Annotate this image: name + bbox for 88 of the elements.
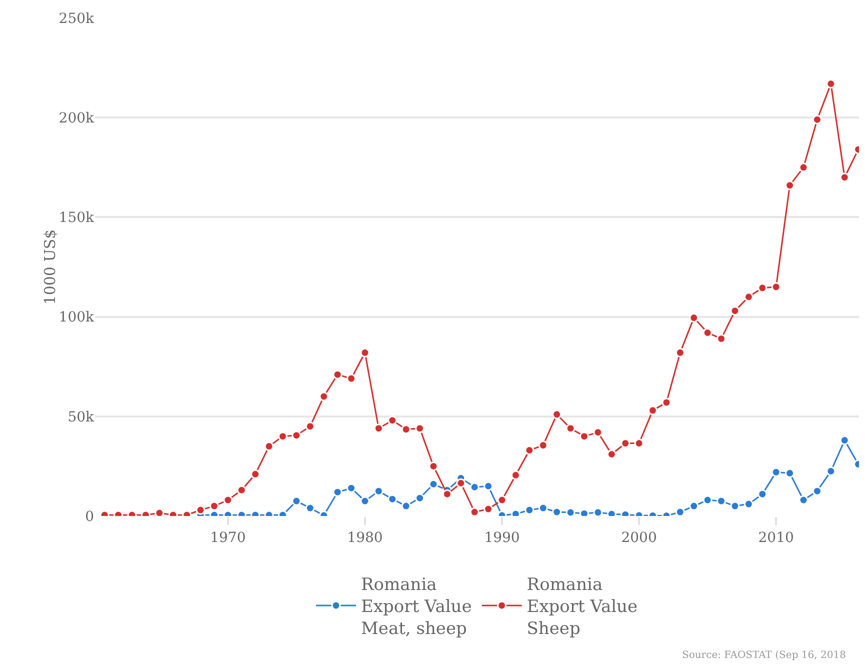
point bbox=[264, 442, 274, 452]
point bbox=[758, 283, 768, 293]
x-tick-label: 2000 bbox=[621, 530, 657, 546]
point bbox=[374, 424, 384, 434]
point bbox=[798, 495, 808, 505]
point bbox=[497, 495, 507, 505]
point bbox=[154, 508, 164, 516]
point bbox=[236, 485, 246, 495]
point bbox=[360, 348, 370, 358]
point bbox=[196, 505, 206, 515]
point bbox=[702, 495, 712, 505]
legend-label: Romania Export Value Sheep bbox=[526, 574, 638, 640]
point bbox=[538, 503, 548, 513]
point bbox=[758, 489, 768, 499]
point bbox=[374, 486, 384, 496]
point bbox=[675, 507, 685, 516]
point bbox=[812, 114, 822, 124]
y-axis-title: 1000 US$ bbox=[41, 229, 59, 305]
x-tick-label: 2010 bbox=[758, 530, 794, 546]
point bbox=[524, 505, 534, 515]
y-tick-label: 200k bbox=[58, 110, 95, 126]
point bbox=[840, 172, 850, 182]
point bbox=[332, 487, 342, 497]
point bbox=[593, 508, 603, 516]
point bbox=[606, 450, 616, 459]
point bbox=[524, 446, 534, 456]
y-tick-label: 250k bbox=[58, 10, 95, 27]
point bbox=[401, 424, 411, 434]
point bbox=[744, 292, 754, 302]
point bbox=[319, 392, 329, 402]
point bbox=[428, 461, 438, 471]
x-tick-label: 1970 bbox=[210, 530, 246, 546]
point bbox=[689, 313, 699, 323]
point bbox=[812, 486, 822, 496]
point bbox=[401, 501, 411, 511]
point bbox=[675, 348, 685, 358]
point bbox=[332, 370, 342, 380]
point bbox=[771, 282, 781, 292]
point bbox=[662, 398, 672, 408]
point bbox=[415, 493, 425, 503]
point bbox=[730, 501, 740, 511]
point bbox=[785, 180, 795, 190]
point bbox=[730, 306, 740, 316]
point bbox=[442, 489, 452, 499]
point bbox=[305, 422, 315, 432]
point bbox=[798, 162, 808, 172]
point bbox=[648, 406, 658, 416]
point bbox=[209, 501, 219, 511]
point bbox=[484, 504, 494, 514]
point bbox=[456, 478, 466, 488]
point bbox=[484, 481, 494, 491]
point bbox=[292, 496, 302, 506]
point bbox=[305, 503, 315, 513]
point bbox=[388, 416, 398, 426]
x-tick-label: 1990 bbox=[484, 530, 520, 546]
point bbox=[470, 507, 480, 516]
point bbox=[593, 428, 603, 438]
point bbox=[702, 328, 712, 338]
legend-label: Romania Export Value Meat, sheep bbox=[361, 574, 472, 640]
point bbox=[689, 501, 699, 511]
y-tick-label: 100k bbox=[58, 310, 95, 326]
point bbox=[566, 508, 576, 516]
x-tick-label: 1980 bbox=[347, 530, 383, 546]
y-tick-label: 150k bbox=[58, 210, 95, 226]
point bbox=[579, 432, 589, 442]
point bbox=[744, 499, 754, 509]
y-tick-label: 50k bbox=[68, 409, 94, 426]
point bbox=[346, 483, 356, 493]
source-note: Source: FAOSTAT (Sep 16, 2018 bbox=[682, 650, 846, 661]
point bbox=[428, 479, 438, 489]
point bbox=[552, 507, 562, 516]
point bbox=[250, 469, 260, 479]
point bbox=[510, 470, 520, 480]
point bbox=[716, 496, 726, 506]
point bbox=[470, 482, 480, 492]
y-tick-label: 0 bbox=[85, 508, 94, 525]
point bbox=[579, 508, 589, 516]
point bbox=[566, 424, 576, 434]
point bbox=[223, 495, 233, 505]
point bbox=[840, 436, 850, 446]
point bbox=[292, 430, 302, 440]
point bbox=[360, 496, 370, 506]
point bbox=[826, 466, 836, 476]
point bbox=[388, 494, 398, 504]
point bbox=[278, 432, 288, 442]
point bbox=[620, 438, 630, 448]
point bbox=[552, 410, 562, 420]
point bbox=[771, 467, 781, 477]
